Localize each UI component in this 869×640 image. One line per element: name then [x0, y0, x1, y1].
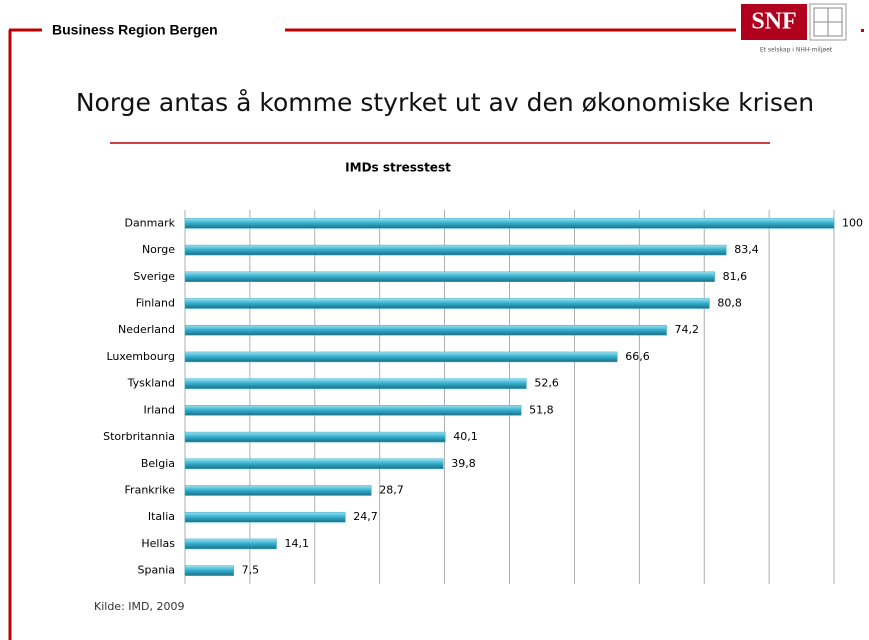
value-label: 100 — [842, 216, 863, 229]
bar — [184, 244, 727, 256]
value-label: 14,1 — [285, 537, 310, 550]
y-tick-label: Spania — [138, 564, 175, 577]
bar — [184, 298, 710, 309]
y-tick-label: Italia — [148, 510, 175, 523]
bar — [184, 324, 667, 336]
y-tick-label: Luxembourg — [106, 350, 175, 363]
value-label: 40,1 — [453, 430, 478, 443]
logo-box — [741, 4, 807, 40]
logo: SNF Et selskap i NHH-miljøet — [741, 3, 847, 54]
y-tick-label: Storbritannia — [103, 430, 175, 443]
value-label: 7,5 — [242, 564, 259, 577]
value-label: 81,6 — [723, 270, 748, 283]
y-tick-label: Frankrike — [125, 484, 176, 497]
logo-text: SNF — [751, 9, 796, 35]
bar — [184, 538, 277, 550]
slide-title: Norge antas å komme styrket ut av den øk… — [76, 88, 814, 117]
y-tick-label: Tyskland — [127, 377, 175, 390]
bar — [184, 351, 618, 363]
value-label: 39,8 — [451, 457, 476, 470]
chart-title: IMDs stresstest — [345, 161, 451, 175]
value-label: 80,8 — [717, 297, 742, 310]
dot — [861, 29, 864, 32]
y-tick-label: Nederland — [118, 323, 175, 336]
value-label: 28,7 — [379, 484, 404, 497]
value-label: 24,7 — [353, 510, 378, 523]
y-tick-label: Finland — [136, 297, 175, 310]
y-tick-label: Irland — [143, 403, 175, 416]
value-label: 66,6 — [625, 350, 650, 363]
value-label: 51,8 — [529, 403, 554, 416]
value-label: 83,4 — [734, 243, 759, 256]
y-tick-label: Belgia — [141, 457, 175, 470]
bar — [184, 511, 346, 523]
logo-emblem — [813, 7, 843, 37]
bar — [184, 565, 234, 576]
y-tick-label: Norge — [142, 243, 175, 256]
bar — [184, 485, 372, 496]
bar — [184, 271, 715, 283]
value-label: 74,2 — [675, 323, 700, 336]
bar — [184, 378, 527, 389]
bar — [184, 218, 835, 229]
y-tick-label: Danmark — [124, 216, 175, 229]
bar — [184, 458, 444, 470]
bar — [184, 405, 522, 416]
y-tick-label: Sverige — [133, 270, 175, 283]
source: Kilde: IMD, 2009 — [94, 600, 184, 613]
value-label: 52,6 — [534, 377, 559, 390]
header-title: Business Region Bergen — [52, 22, 218, 38]
bar — [184, 431, 446, 443]
logo-tagline: Et selskap i NHH-miljøet — [760, 47, 833, 54]
y-tick-label: Hellas — [141, 537, 175, 550]
